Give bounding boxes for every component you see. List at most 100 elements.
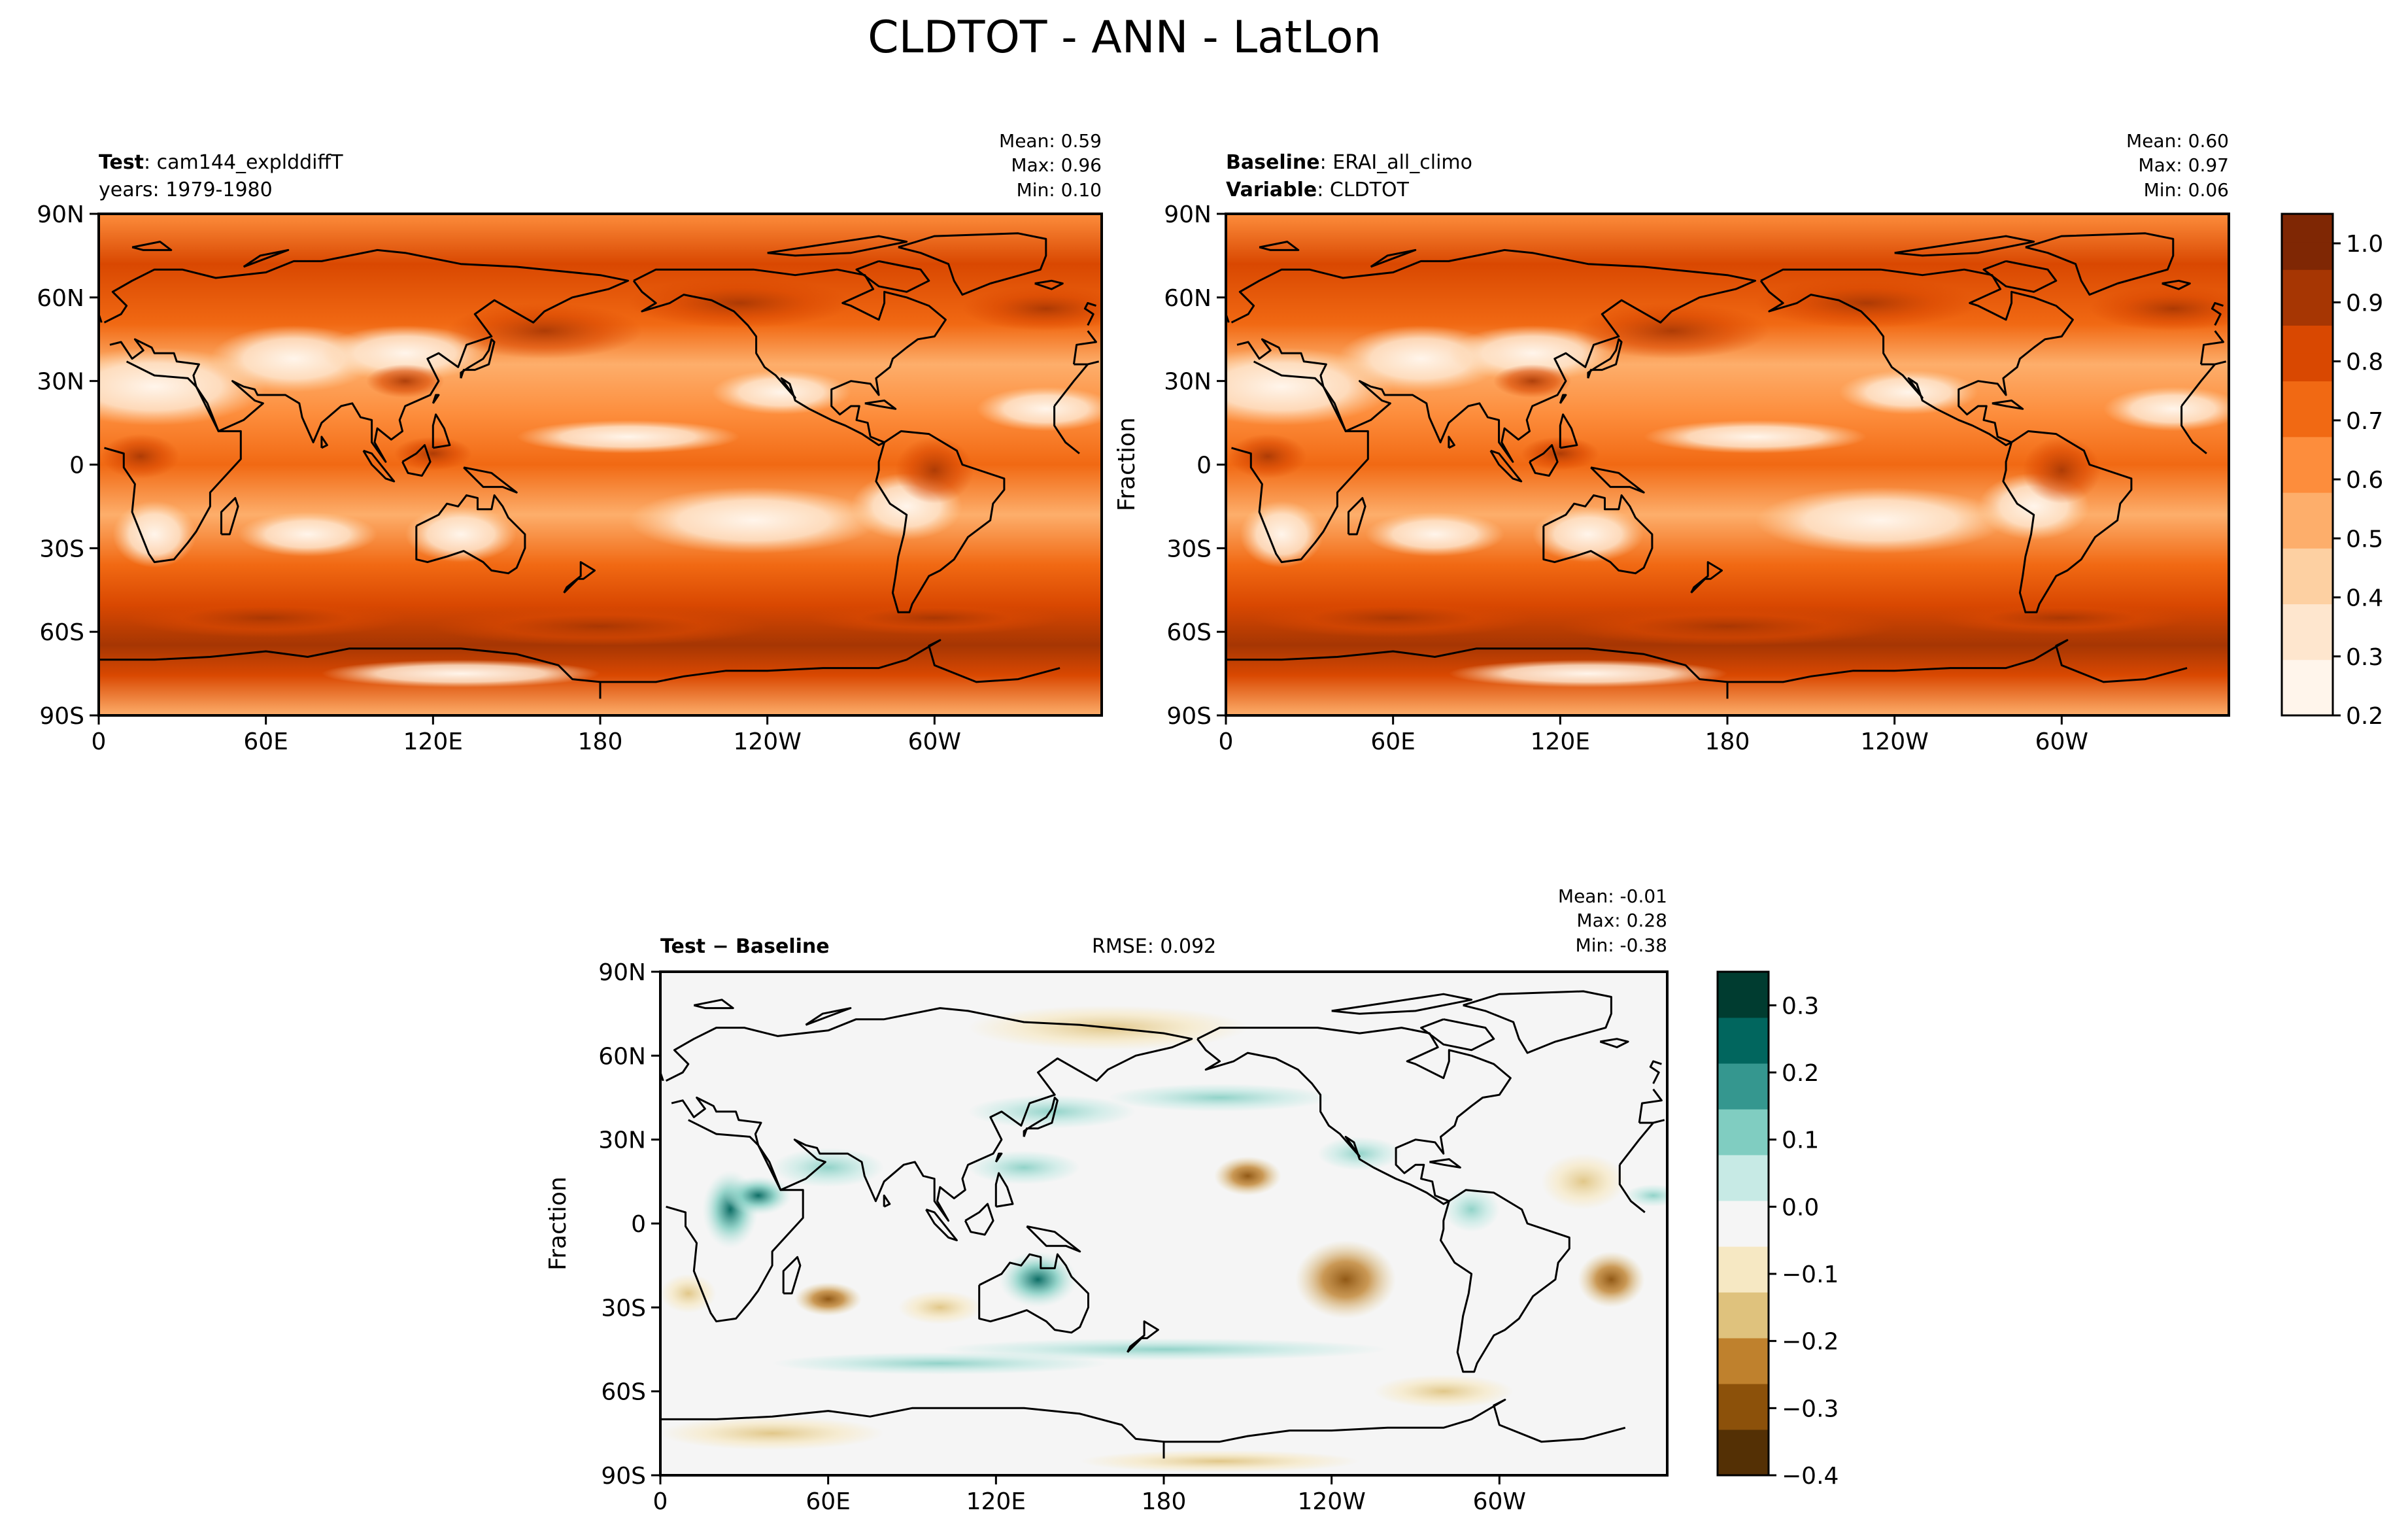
x-tick-label: 0 bbox=[653, 1488, 668, 1515]
y-tick-label: 30S bbox=[601, 1295, 646, 1322]
panel-baseline-title: Baseline: ERAI_all_climo bbox=[1226, 151, 1472, 174]
panel-diff-map bbox=[660, 972, 1667, 1475]
coastline-antarctica-0 bbox=[1726, 639, 2188, 699]
y-tick-label: 30S bbox=[39, 536, 84, 562]
colorbar-level bbox=[1718, 1429, 1769, 1453]
cloud-fraction-dark-region bbox=[1253, 598, 1533, 638]
x-tick-label: 60W bbox=[908, 728, 961, 755]
coastline-africa-0 bbox=[1053, 364, 1089, 407]
cloud-fraction-dark-region bbox=[1493, 364, 1572, 398]
y-tick-label: 90S bbox=[39, 703, 84, 730]
x-tick-label: 60E bbox=[1370, 728, 1416, 755]
colorbar-level bbox=[1718, 1452, 1769, 1476]
coastline-newzealand bbox=[1690, 561, 1723, 594]
colorbar-level bbox=[1718, 1155, 1769, 1178]
colorbar-level bbox=[2282, 548, 2333, 577]
cloud-fraction-dark-region bbox=[394, 436, 472, 471]
coastline-southamerica bbox=[1440, 1189, 1570, 1373]
panel-baseline-ylabel: Fraction bbox=[1113, 417, 1140, 511]
colorbar-level bbox=[2282, 325, 2333, 354]
x-tick-label: 180 bbox=[578, 728, 623, 755]
coastline-svalbard bbox=[1259, 241, 1300, 251]
difference-teal-region bbox=[724, 1176, 792, 1216]
panel-baseline-title-rest: : ERAI_all_climo bbox=[1320, 151, 1472, 174]
y-tick-label: 60S bbox=[39, 619, 84, 646]
difference-tan-region bbox=[660, 1416, 885, 1450]
panel-diff-title: Test − Baseline bbox=[660, 935, 830, 958]
difference-tan-region bbox=[1079, 1450, 1360, 1473]
panel-test-texture bbox=[99, 278, 1102, 688]
panel-test-stat-min: Min: 0.10 bbox=[1017, 179, 1102, 201]
colorbar-level bbox=[2282, 436, 2333, 465]
difference-lteal-region bbox=[1443, 1187, 1500, 1232]
coastline-arcticisl bbox=[1331, 993, 1473, 1015]
difference-lteal-region bbox=[1317, 1137, 1402, 1171]
colorbar-tick-label: 0.8 bbox=[2346, 349, 2383, 376]
colorbar-level bbox=[1718, 1338, 1769, 1361]
coastline-srilanka bbox=[883, 1194, 891, 1208]
panel-baseline-map bbox=[1226, 214, 2229, 715]
panel-baseline-stat-min: Min: 0.06 bbox=[2144, 179, 2229, 201]
panel-baseline-texture bbox=[1226, 278, 2229, 688]
panel-baseline-subtitle-bold: Variable bbox=[1226, 179, 1317, 201]
coastline-japan bbox=[1023, 1097, 1059, 1137]
cloud-fraction-light-region bbox=[628, 487, 879, 554]
colorbar-level bbox=[1718, 1086, 1769, 1110]
colorbar-level bbox=[1718, 1384, 1769, 1407]
coastline-taiwan bbox=[994, 1152, 1003, 1163]
panel-test-coastlines bbox=[99, 232, 1100, 699]
panel-test-stat-mean: Mean: 0.59 bbox=[999, 130, 1102, 152]
colorbar-level bbox=[1718, 1018, 1769, 1041]
colorbar-level bbox=[2282, 575, 2333, 605]
colorbar-tick-label: 0.6 bbox=[2346, 467, 2383, 494]
y-tick-label: 0 bbox=[69, 453, 84, 479]
panel-test-stat-max: Max: 0.96 bbox=[1011, 154, 1102, 176]
panel-baseline-xticks: 0 60E 120E 180 120W 60W bbox=[1219, 715, 2088, 755]
x-tick-label: 180 bbox=[1142, 1488, 1187, 1515]
colorbar-level bbox=[1718, 995, 1769, 1018]
colorbar-level bbox=[2282, 632, 2333, 660]
coastline-greenland bbox=[898, 232, 1047, 296]
colorbar-sequential: 1.0 0.9 0.8 0.7 0.6 0.5 0.4 0.3 0.2 bbox=[2281, 213, 2383, 730]
cloud-fraction-light-region bbox=[1755, 487, 2007, 554]
coastline-iceland bbox=[1599, 1038, 1629, 1048]
y-tick-label: 90S bbox=[1166, 703, 1212, 730]
panel-test-title-rest: : cam144_explddiffT bbox=[144, 151, 343, 174]
panel-test-xticks: 0 60E 120E 180 120W 60W bbox=[92, 715, 961, 755]
coastline-borneo bbox=[964, 1203, 994, 1236]
coastline-eurasia-0 bbox=[2199, 330, 2224, 365]
coastline-taiwan bbox=[432, 394, 440, 404]
coastline-uk-2 bbox=[1083, 301, 1096, 326]
cloud-fraction-dark-region bbox=[1755, 278, 1978, 328]
coastline-arcticisl bbox=[1894, 235, 2035, 257]
cloud-fraction-dark-region bbox=[1229, 434, 1307, 479]
coastline-cuba bbox=[864, 400, 897, 410]
y-tick-label: 60S bbox=[601, 1379, 646, 1406]
x-tick-label: 0 bbox=[1219, 728, 1234, 755]
x-tick-label: 60W bbox=[2035, 728, 2088, 755]
coastline-eurasia-0 bbox=[1638, 1088, 1663, 1123]
coastline-newguinea bbox=[463, 466, 518, 494]
coastline-northamerica bbox=[1759, 268, 2074, 447]
panel-baseline-coastlines bbox=[1226, 232, 2227, 699]
x-tick-label: 120W bbox=[1861, 728, 1929, 755]
coastline-newzealand bbox=[1127, 1320, 1159, 1353]
cloud-fraction-light-region bbox=[1448, 659, 1727, 688]
colorbar-level bbox=[1718, 1109, 1769, 1133]
coastline-cuba bbox=[1429, 1158, 1461, 1169]
y-tick-label: 60N bbox=[1164, 285, 1212, 312]
panel-diff-stat-min: Min: -0.38 bbox=[1576, 934, 1667, 956]
y-tick-label: 30S bbox=[1166, 536, 1212, 562]
coastline-madagascar bbox=[782, 1256, 802, 1295]
panel-baseline: Baseline: ERAI_all_climo Variable: CLDTO… bbox=[1113, 130, 2383, 755]
coastline-uk-2 bbox=[2211, 301, 2224, 326]
y-tick-label: 90N bbox=[37, 201, 84, 228]
colorbar-level bbox=[1718, 1246, 1769, 1270]
coastline-eurasia-1 bbox=[665, 1007, 1193, 1222]
colorbar-tick-label: 0.2 bbox=[2346, 703, 2383, 730]
y-tick-label: 0 bbox=[1196, 453, 1212, 479]
coastline-svalbard bbox=[131, 241, 173, 251]
x-tick-label: 120W bbox=[734, 728, 802, 755]
colorbar-level bbox=[2282, 353, 2333, 382]
